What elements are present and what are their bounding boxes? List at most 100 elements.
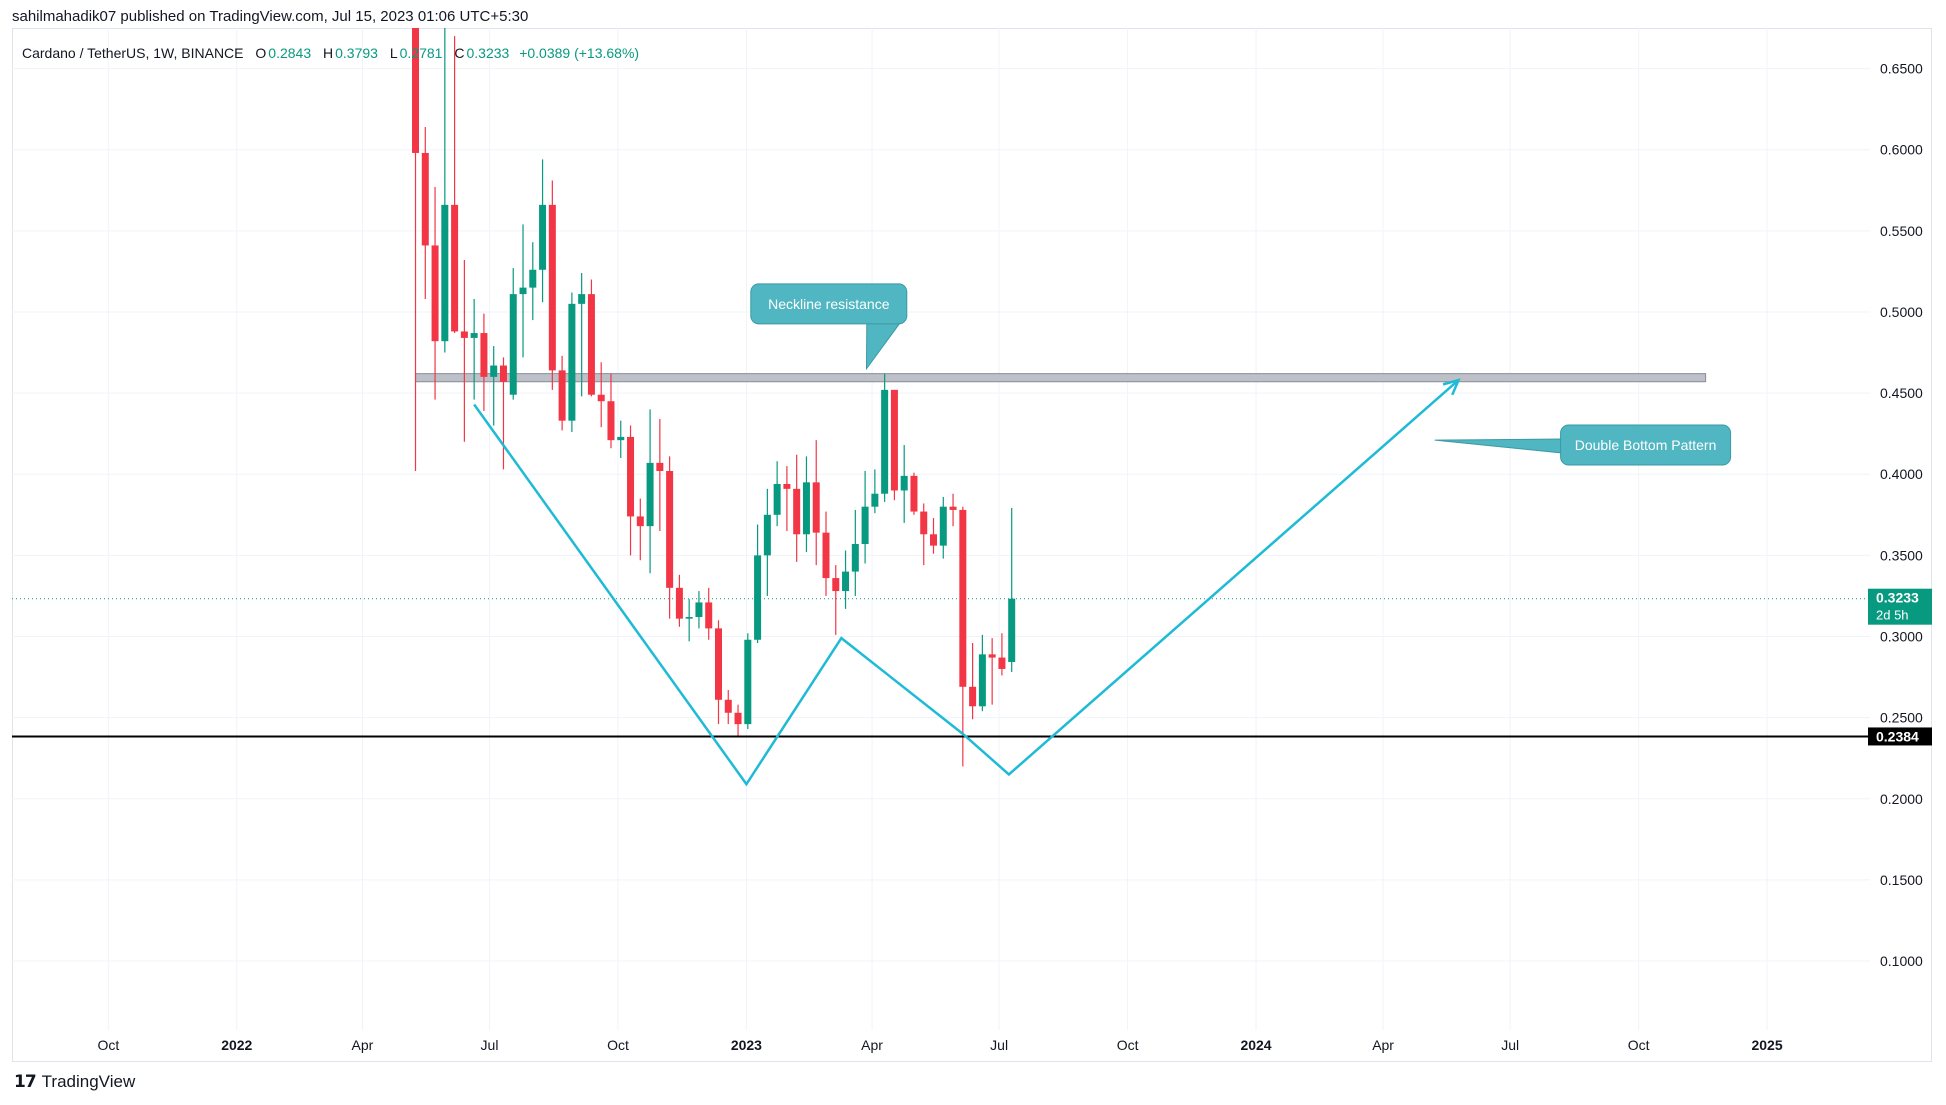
grid-layer bbox=[12, 28, 1870, 1030]
candle-body bbox=[587, 294, 595, 395]
resistance-zone bbox=[415, 373, 1707, 383]
tradingview-brand[interactable]: 𝟭𝟳 TradingView bbox=[14, 1072, 135, 1092]
candle-body bbox=[627, 436, 635, 517]
x-tick-label: Oct bbox=[97, 1037, 119, 1053]
candle-body bbox=[763, 514, 771, 556]
candle-body bbox=[578, 294, 586, 304]
callout-text: Neckline resistance bbox=[768, 296, 890, 312]
y-tick-label: 0.3500 bbox=[1880, 547, 1923, 563]
candle-body bbox=[851, 544, 859, 572]
callout-pointer bbox=[1434, 438, 1564, 454]
candle-body bbox=[470, 333, 478, 338]
change-value: +0.0389 (+13.68%) bbox=[519, 45, 640, 61]
y-tick-label: 0.2500 bbox=[1880, 710, 1923, 726]
x-tick-label: Jul bbox=[1501, 1037, 1519, 1053]
candle-body bbox=[675, 587, 683, 619]
drawing-back-layer bbox=[12, 373, 1870, 600]
y-tick-label: 0.4000 bbox=[1880, 466, 1923, 482]
open-value: 0.2843 bbox=[268, 45, 312, 61]
candle-body bbox=[822, 532, 830, 579]
candle-body bbox=[490, 365, 498, 377]
low-label: L bbox=[389, 45, 398, 61]
candle-body bbox=[695, 602, 703, 618]
candle-body bbox=[1008, 598, 1016, 662]
candle-body bbox=[558, 370, 566, 421]
candle-body bbox=[480, 333, 488, 377]
price-badge-value: 0.2384 bbox=[1876, 728, 1919, 744]
candle-body bbox=[802, 482, 810, 535]
candle-body bbox=[842, 571, 850, 592]
x-tick-label: 2022 bbox=[221, 1037, 252, 1053]
candle-body bbox=[529, 269, 537, 288]
pattern-callout: Double Bottom Pattern bbox=[1434, 424, 1732, 466]
candle-body bbox=[881, 389, 889, 494]
candle-body bbox=[978, 654, 986, 707]
x-tick-label: 2024 bbox=[1240, 1037, 1271, 1053]
candle-body bbox=[930, 534, 938, 546]
candle-body bbox=[734, 712, 742, 725]
candle-body bbox=[705, 602, 713, 629]
candle-body bbox=[969, 686, 977, 707]
price-axis: 0.6500 0.6000 0.5500 0.5000 0.4500 0.4000 0.35… bbox=[1868, 61, 1932, 969]
candle-body bbox=[920, 511, 928, 535]
y-tick-label: 0.6000 bbox=[1880, 142, 1923, 158]
candle-body bbox=[636, 516, 644, 527]
candle-body bbox=[509, 294, 517, 395]
candle-body bbox=[900, 475, 908, 491]
x-tick-label: Apr bbox=[352, 1037, 374, 1053]
candle-body bbox=[724, 699, 732, 713]
x-tick-label: Jul bbox=[481, 1037, 499, 1053]
candle-body bbox=[597, 394, 605, 402]
price-badge-value: 0.3233 bbox=[1876, 590, 1919, 606]
x-tick-label: Apr bbox=[861, 1037, 883, 1053]
candle-body bbox=[871, 493, 879, 507]
candle-body bbox=[910, 475, 918, 512]
candle-body bbox=[890, 389, 898, 491]
candle-body bbox=[607, 401, 615, 441]
pattern-arrowhead bbox=[1442, 378, 1461, 396]
candle-body bbox=[666, 470, 674, 588]
double-bottom-pattern-line bbox=[473, 379, 1460, 787]
y-tick-label: 0.4500 bbox=[1880, 385, 1923, 401]
candle-body bbox=[412, 28, 420, 153]
symbol-legend[interactable]: Cardano / TetherUS, 1W, BINANCE O 0.2843 … bbox=[22, 45, 639, 61]
candle-body bbox=[832, 578, 840, 592]
candle-body bbox=[431, 245, 439, 342]
brand-name: TradingView bbox=[41, 1072, 136, 1091]
drawing-front-layer: Neckline resistance Double Bottom Pattern bbox=[12, 283, 1870, 787]
candle-body bbox=[773, 483, 781, 515]
time-axis: Oct 2022 Apr Jul Oct 2023 Apr Jul Oct 2024 Apr Jul O… bbox=[97, 1037, 1782, 1053]
close-value: 0.3233 bbox=[466, 45, 510, 61]
candle-body bbox=[460, 331, 468, 338]
y-tick-label: 0.5000 bbox=[1880, 304, 1923, 320]
candle-body bbox=[939, 506, 947, 546]
candle-body bbox=[949, 506, 957, 510]
price-badge-countdown: 2d 5h bbox=[1876, 608, 1909, 623]
candle-body bbox=[685, 617, 693, 619]
support-price-badge bbox=[1868, 727, 1932, 746]
y-tick-label: 0.1000 bbox=[1880, 953, 1923, 969]
low-value: 0.2781 bbox=[399, 45, 443, 61]
symbol-name: Cardano / TetherUS, 1W, BINANCE bbox=[22, 45, 244, 61]
candle-body bbox=[441, 204, 449, 342]
x-tick-label: Oct bbox=[1117, 1037, 1139, 1053]
callout-pointer bbox=[865, 321, 902, 371]
candle-body bbox=[861, 506, 869, 545]
candle-body bbox=[812, 482, 820, 533]
candle-body bbox=[793, 488, 801, 535]
candle-body bbox=[548, 204, 556, 371]
candle-body bbox=[646, 462, 654, 527]
high-label: H bbox=[323, 45, 334, 61]
y-tick-label: 0.3000 bbox=[1880, 629, 1923, 645]
y-tick-label: 0.2000 bbox=[1880, 791, 1923, 807]
open-label: O bbox=[255, 45, 267, 61]
chart-frame bbox=[12, 28, 1932, 1062]
y-tick-label: 0.5500 bbox=[1880, 223, 1923, 239]
candle-body bbox=[783, 483, 791, 489]
y-tick-label: 0.1500 bbox=[1880, 872, 1923, 888]
x-tick-label: Apr bbox=[1372, 1037, 1394, 1053]
candle-body bbox=[617, 436, 625, 441]
tradingview-logo-icon: 𝟭𝟳 bbox=[14, 1072, 37, 1091]
callout-text: Double Bottom Pattern bbox=[1575, 437, 1717, 453]
